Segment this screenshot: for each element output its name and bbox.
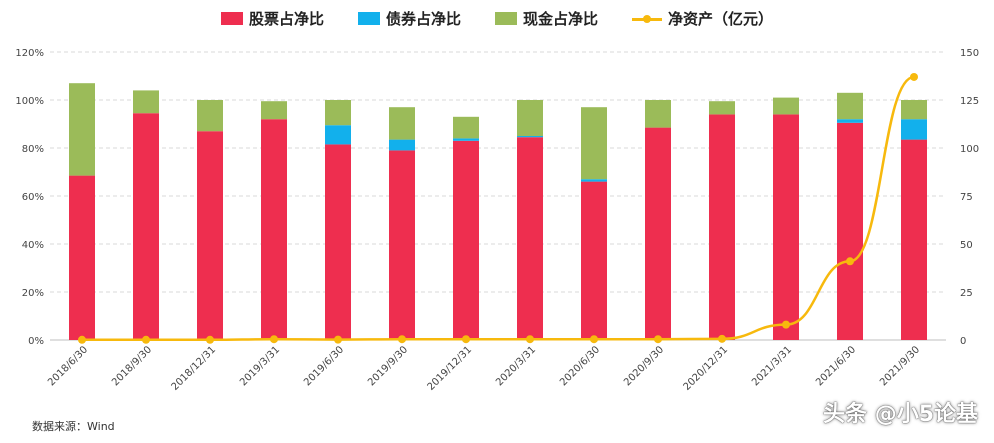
bar-cash [901, 100, 927, 120]
y-right-tick-label: 0 [960, 336, 966, 347]
legend-label-bond: 债券占净比 [385, 10, 461, 28]
point-nav [782, 320, 790, 329]
bar-cash [325, 100, 351, 126]
y-left-tick-label: 100% [15, 96, 44, 107]
x-tick-label: 2020/12/31 [682, 344, 731, 393]
y-right-tick-label: 50 [960, 240, 973, 251]
point-nav [718, 334, 726, 343]
legend-label-cash: 现金占净比 [523, 10, 599, 28]
bar-stock [133, 113, 159, 340]
y-left-tick-label: 120% [15, 48, 44, 59]
bar-stock [773, 114, 799, 341]
bar-cash [453, 116, 479, 139]
x-tick-label: 2019/12/31 [426, 344, 475, 393]
x-tick-label: 2019/9/30 [366, 344, 410, 388]
bar-bond [389, 139, 415, 151]
legend-item-nav: 净资产（亿元） [632, 8, 773, 29]
y-left-tick-label: 20% [22, 288, 44, 299]
bar-bond [581, 179, 607, 182]
point-nav [654, 335, 662, 344]
bar-stock [69, 175, 95, 340]
legend-label-stock: 股票占净比 [248, 10, 324, 28]
x-tick-label: 2019/3/31 [238, 344, 282, 388]
x-tick-label: 2019/6/30 [302, 344, 346, 388]
bar-cash [581, 107, 607, 180]
bar-stock [453, 140, 479, 340]
x-tick-label: 2018/12/31 [170, 344, 219, 393]
y-left-tick-label: 40% [22, 240, 44, 251]
point-nav [142, 335, 150, 344]
x-tick-label: 2018/9/30 [110, 344, 154, 388]
legend-swatch-cash [495, 12, 517, 25]
bar-stock [901, 139, 927, 340]
watermark: 头条 @小5论基 [823, 402, 978, 427]
y-left-tick-label: 60% [22, 192, 44, 203]
bar-stock [389, 150, 415, 340]
y-right-tick-label: 75 [960, 192, 973, 203]
source-note: 数据来源：Wind [32, 420, 115, 433]
x-tick-label: 2020/6/30 [558, 344, 602, 388]
y-left-tick-label: 80% [22, 144, 44, 155]
legend-item-bond: 债券占净比 [357, 8, 461, 29]
y-right-tick-label: 125 [960, 96, 979, 107]
legend-label-nav: 净资产（亿元） [668, 10, 774, 28]
legend-swatch-stock [220, 12, 243, 25]
bar-cash [773, 97, 799, 115]
bar-bond [901, 119, 927, 140]
bar-stock [197, 131, 223, 340]
bar-stock [645, 127, 671, 340]
bar-bond [517, 136, 543, 138]
bar-stock [261, 119, 287, 340]
y-right-tick-label: 100 [960, 144, 979, 155]
point-nav [526, 335, 534, 344]
x-tick-label: 2021/9/30 [878, 344, 922, 388]
legend-swatch-bond [357, 12, 380, 25]
legend-item-stock: 股票占净比 [220, 8, 324, 29]
bar-bond [325, 125, 351, 145]
y-right-tick-label: 150 [960, 48, 979, 59]
bar-cash [837, 92, 863, 120]
bar-bond [453, 138, 479, 141]
x-tick-label: 2020/3/31 [494, 344, 538, 388]
bar-stock [709, 114, 735, 341]
bar-stock [581, 181, 607, 340]
bar-stock [325, 144, 351, 340]
point-nav [270, 335, 278, 344]
point-nav [846, 257, 854, 266]
x-tick-label: 2021/6/30 [814, 344, 858, 388]
point-nav [910, 72, 918, 81]
y-right-tick-label: 25 [960, 288, 973, 299]
bar-bond [837, 119, 863, 123]
bar-cash [133, 90, 159, 114]
y-left-tick-label: 0% [28, 336, 44, 347]
point-nav [206, 335, 214, 344]
legend-swatch-nav [632, 12, 663, 26]
bar-stock [517, 137, 543, 340]
legend-item-cash: 现金占净比 [495, 8, 598, 29]
x-tick-label: 2018/6/30 [46, 344, 90, 388]
point-nav [78, 335, 86, 344]
bar-cash [197, 100, 223, 132]
bar-cash [389, 107, 415, 140]
x-tick-label: 2021/3/31 [750, 344, 794, 388]
bar-stock [837, 122, 863, 340]
bar-cash [261, 101, 287, 120]
bar-cash [709, 101, 735, 115]
bar-cash [645, 100, 671, 128]
point-nav [590, 335, 598, 344]
legend: 股票占净比 债券占净比 现金占净比 净资产（亿元） [0, 8, 994, 29]
point-nav [462, 335, 470, 344]
bar-cash [69, 83, 95, 176]
point-nav [334, 335, 342, 344]
bar-cash [517, 100, 543, 136]
point-nav [398, 335, 406, 344]
x-tick-label: 2020/9/30 [622, 344, 666, 388]
